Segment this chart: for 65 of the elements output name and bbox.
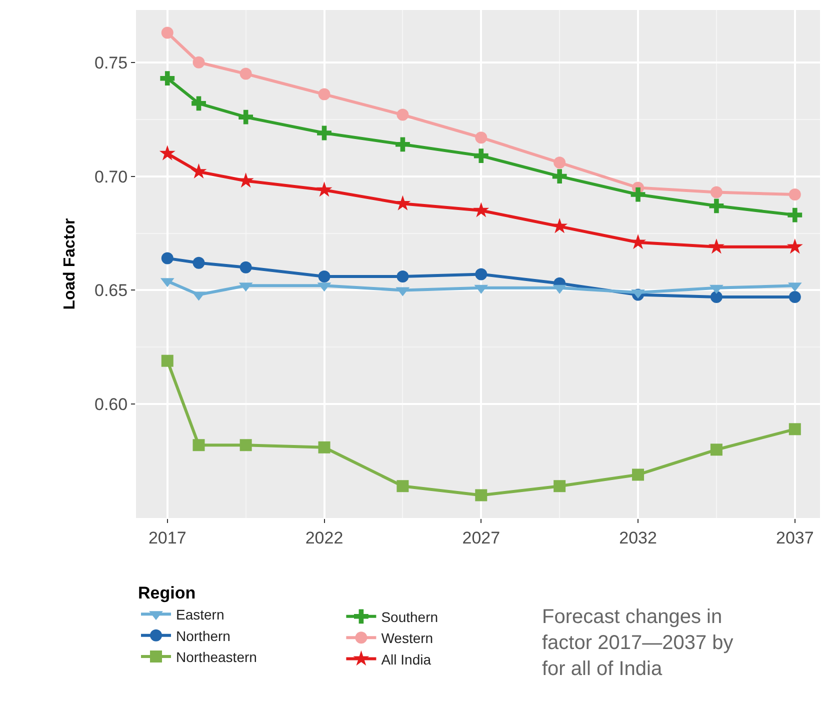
- legend-label: All India: [381, 651, 432, 668]
- point: [238, 110, 254, 124]
- point: [630, 187, 646, 202]
- point: [240, 68, 252, 80]
- y-tick-label: 0.75: [94, 53, 128, 72]
- point: [552, 218, 568, 234]
- legend-label: Western: [381, 630, 434, 646]
- point: [192, 439, 205, 452]
- point: [190, 163, 207, 179]
- point: [554, 480, 566, 492]
- point: [160, 71, 175, 86]
- point: [788, 423, 801, 436]
- point: [318, 441, 330, 454]
- x-tick-label: 2027: [462, 528, 500, 548]
- point: [632, 468, 644, 481]
- point: [710, 291, 722, 304]
- point: [788, 188, 801, 201]
- text: Forecast changes in factor 2017—2037 by for all of India: [542, 606, 734, 680]
- point: [317, 126, 332, 140]
- point: [240, 261, 252, 274]
- x-tick-label: 2022: [305, 528, 344, 548]
- point: [788, 291, 801, 304]
- point: [475, 489, 488, 502]
- point: [554, 156, 566, 169]
- point: [710, 186, 722, 198]
- point: [318, 270, 330, 283]
- legend-label: Northern: [176, 628, 230, 644]
- point: [788, 208, 802, 222]
- point: [159, 145, 176, 160]
- point: [396, 137, 410, 152]
- point: [161, 26, 174, 39]
- point: [474, 148, 488, 163]
- point: [396, 270, 409, 283]
- legend-label: Southern: [381, 608, 438, 625]
- legend-label: Eastern: [176, 606, 224, 623]
- y-axis-title: Load Factor: [61, 218, 78, 310]
- point: [475, 132, 488, 144]
- y-tick-label: 0.60: [94, 395, 128, 414]
- point: [318, 88, 330, 100]
- point: [394, 195, 411, 210]
- point: [396, 480, 409, 492]
- point: [161, 354, 174, 367]
- point: [708, 238, 724, 254]
- x-tick-label: 2037: [776, 528, 814, 548]
- point: [473, 202, 490, 218]
- point: [316, 182, 332, 197]
- point: [786, 238, 803, 254]
- point: [475, 268, 488, 280]
- point: [396, 108, 409, 121]
- point: [238, 172, 254, 188]
- legend-title: Region: [138, 584, 196, 603]
- point: [710, 444, 722, 456]
- point: [192, 256, 205, 269]
- x-tick-label: 2032: [619, 528, 657, 548]
- point: [709, 198, 724, 214]
- point: [161, 252, 174, 264]
- point: [630, 234, 646, 250]
- y-tick-label: 0.65: [94, 281, 128, 300]
- legend-label: Northeastern: [176, 648, 257, 665]
- x-tick-label: 2017: [148, 528, 186, 548]
- point: [240, 439, 252, 452]
- point: [192, 96, 206, 111]
- y-tick-label: 0.70: [94, 167, 128, 186]
- point: [552, 169, 567, 184]
- point: [192, 56, 205, 68]
